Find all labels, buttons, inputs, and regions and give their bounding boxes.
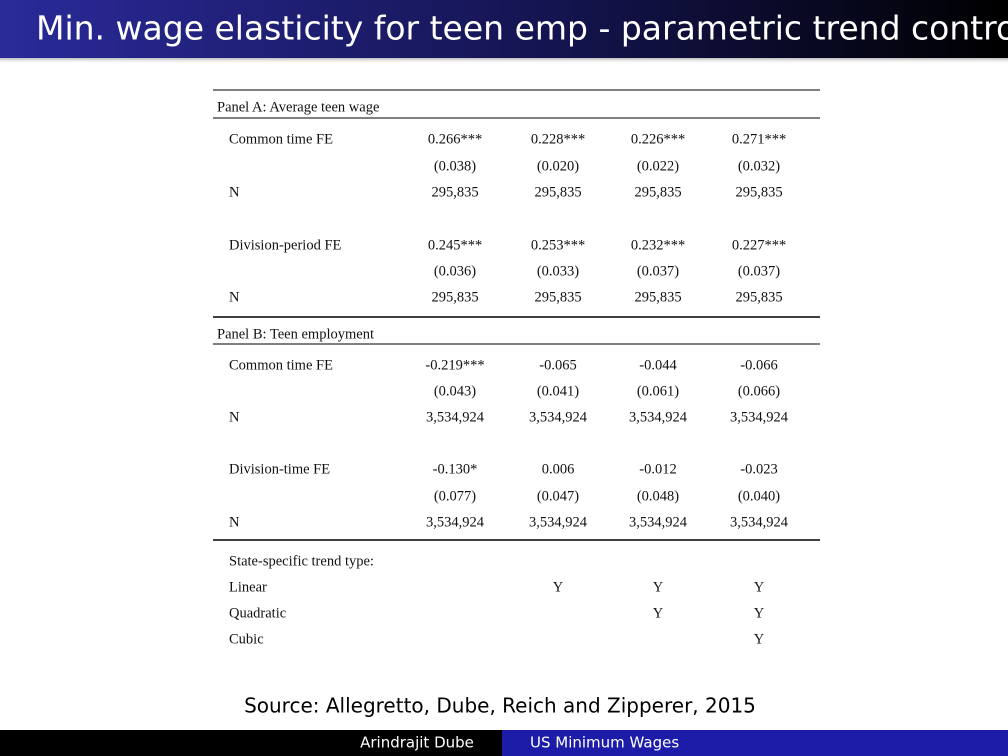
row-label: Division-time FE bbox=[229, 461, 330, 477]
source: Source: Allegretto, Dube, Reich and Zipp… bbox=[244, 694, 756, 718]
standard-error: (0.032) bbox=[738, 158, 780, 174]
trend-mark: Y bbox=[553, 579, 564, 595]
coefficient: 0.006 bbox=[542, 461, 575, 477]
observations: 295,835 bbox=[534, 289, 581, 305]
coefficient: -0.044 bbox=[639, 357, 677, 373]
coefficient: 0.266*** bbox=[428, 131, 482, 147]
standard-error: (0.077) bbox=[434, 488, 476, 504]
standard-error: (0.066) bbox=[738, 383, 780, 399]
coefficient: -0.065 bbox=[539, 357, 576, 373]
title-bar bbox=[0, 0, 1008, 58]
standard-error: (0.041) bbox=[537, 383, 579, 399]
observations: 295,835 bbox=[634, 289, 681, 305]
coefficient: -0.023 bbox=[740, 461, 777, 477]
coefficient: 0.226*** bbox=[631, 131, 685, 147]
panel-title: Panel B: Teen employment bbox=[217, 326, 374, 342]
standard-error: (0.036) bbox=[434, 263, 476, 279]
slide-title: Min. wage elasticity for teen emp - para… bbox=[36, 9, 1008, 48]
row-label: Division-period FE bbox=[229, 237, 342, 253]
observations: 295,835 bbox=[431, 289, 478, 305]
observations: 3,534,924 bbox=[529, 409, 588, 425]
panel-title: Panel A: Average teen wage bbox=[217, 99, 379, 115]
row-label: Common time FE bbox=[229, 357, 333, 373]
observations: 3,534,924 bbox=[426, 514, 485, 530]
observations: 3,534,924 bbox=[529, 514, 588, 530]
observations: 3,534,924 bbox=[730, 514, 789, 530]
trend-mark: Y bbox=[754, 631, 765, 647]
trend-mark: Y bbox=[653, 605, 664, 621]
standard-error: (0.040) bbox=[738, 488, 780, 504]
standard-error: (0.033) bbox=[537, 263, 579, 279]
coefficient: 0.245*** bbox=[428, 237, 482, 253]
observations: 295,835 bbox=[634, 184, 681, 200]
standard-error: (0.047) bbox=[537, 488, 579, 504]
observations: 3,534,924 bbox=[426, 409, 485, 425]
row-label: Quadratic bbox=[229, 605, 286, 621]
standard-error: (0.038) bbox=[434, 158, 476, 174]
title-shadow bbox=[0, 58, 1008, 64]
row-label: N bbox=[229, 514, 240, 530]
row-label: Common time FE bbox=[229, 131, 333, 147]
coefficient: -0.219*** bbox=[425, 357, 484, 373]
coefficient: 0.228*** bbox=[531, 131, 585, 147]
footer-title: US Minimum Wages bbox=[530, 734, 679, 752]
standard-error: (0.037) bbox=[637, 263, 679, 279]
coefficient: 0.232*** bbox=[631, 237, 685, 253]
row-label: N bbox=[229, 409, 240, 425]
trend-heading: State-specific trend type: bbox=[229, 553, 374, 569]
row-label: N bbox=[229, 289, 240, 305]
footer-right bbox=[502, 730, 1008, 756]
standard-error: (0.020) bbox=[537, 158, 579, 174]
coefficient: 0.253*** bbox=[531, 237, 585, 253]
coefficient: 0.271*** bbox=[732, 131, 786, 147]
standard-error: (0.022) bbox=[637, 158, 679, 174]
trend-mark: Y bbox=[653, 579, 664, 595]
observations: 3,534,924 bbox=[730, 409, 789, 425]
trend-mark: Y bbox=[754, 579, 765, 595]
observations: 3,534,924 bbox=[629, 514, 688, 530]
row-label: N bbox=[229, 184, 240, 200]
coefficient: -0.130* bbox=[433, 461, 478, 477]
standard-error: (0.048) bbox=[637, 488, 679, 504]
standard-error: (0.043) bbox=[434, 383, 476, 399]
standard-error: (0.061) bbox=[637, 383, 679, 399]
observations: 295,835 bbox=[534, 184, 581, 200]
row-label: Cubic bbox=[229, 631, 264, 647]
footer-author: Arindrajit Dube bbox=[360, 734, 474, 752]
trend-mark: Y bbox=[754, 605, 765, 621]
footer-left bbox=[0, 730, 502, 756]
row-label: Linear bbox=[229, 579, 267, 595]
coefficient: -0.012 bbox=[639, 461, 676, 477]
observations: 295,835 bbox=[431, 184, 478, 200]
observations: 3,534,924 bbox=[629, 409, 688, 425]
standard-error: (0.037) bbox=[738, 263, 780, 279]
observations: 295,835 bbox=[735, 184, 782, 200]
coefficient: 0.227*** bbox=[732, 237, 786, 253]
observations: 295,835 bbox=[735, 289, 782, 305]
coefficient: -0.066 bbox=[740, 357, 777, 373]
